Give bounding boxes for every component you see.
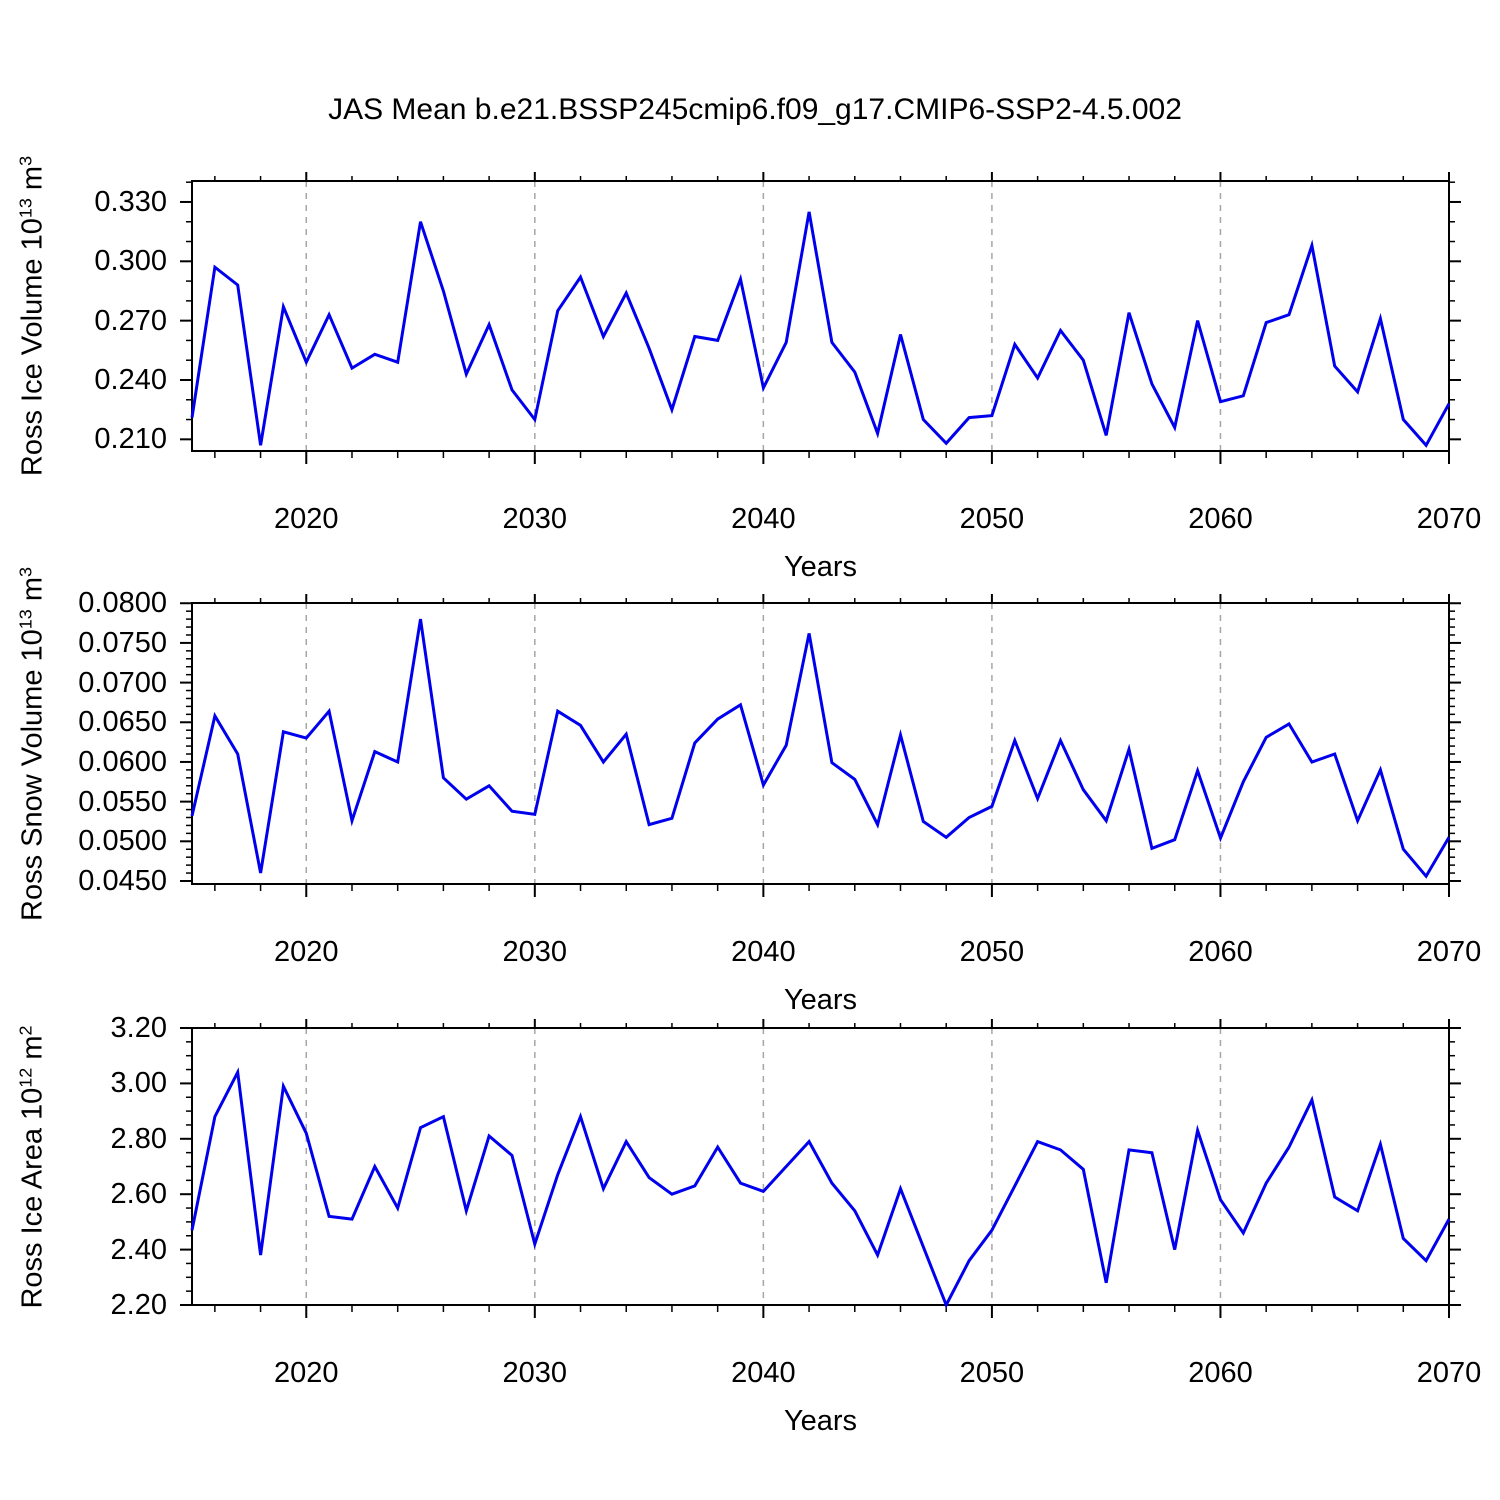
y-tick-label: 0.0450 [78,864,167,897]
y-tick-label: 0.210 [94,423,167,456]
y-tick-label: 0.0600 [78,745,167,778]
data-line-panel-3 [190,1067,1451,1309]
x-tick-label: 2070 [1416,503,1482,535]
data-line-panel-2 [190,618,1451,879]
x-axis-title: Years [783,1405,858,1437]
x-tick-label: 2040 [731,936,796,968]
x-tick-label: 2040 [731,1357,796,1389]
figure-title: JAS Mean b.e21.BSSP245cmip6.f09_g17.CMIP… [328,93,1182,126]
plot-frame [191,602,1450,885]
y-tick-label: 0.240 [94,363,167,396]
y-tick-label: 0.0800 [78,587,167,620]
exponent: 3 [15,155,36,166]
y-tick-label: 0.0650 [78,706,167,739]
x-tick-label: 2050 [959,503,1025,535]
exponent: 3 [15,566,36,577]
panel-3 [180,1019,1461,1318]
y-tick-label: 0.0500 [78,825,167,858]
x-tick-label: 2040 [731,503,796,535]
x-axis-title: Years [783,551,858,583]
x-tick-label: 2060 [1188,1357,1253,1389]
x-tick-label: 2050 [959,1357,1025,1389]
plot-frame [191,1027,1450,1306]
y-tick-label: 2.20 [110,1289,167,1321]
x-tick-label: 2050 [959,936,1025,968]
x-tick-label: 2030 [502,503,568,535]
x-tick-label: 2030 [502,936,568,968]
plot-frame [191,180,1450,452]
panel-2 [180,594,1461,897]
x-tick-label: 2070 [1416,936,1482,968]
y-tick-label: 0.0550 [78,785,167,818]
y-tick-label: 2.80 [110,1122,167,1155]
y-tick-label: 3.20 [110,1012,167,1044]
y-tick-label: 3.00 [110,1067,167,1100]
y-tick-label: 0.0750 [78,626,167,659]
x-tick-label: 2020 [274,1357,339,1389]
x-tick-label: 2070 [1416,1357,1482,1389]
x-tick-label: 2060 [1188,936,1253,968]
x-tick-label: 2020 [274,503,339,535]
y-tick-label: 0.300 [94,245,167,278]
y-tick-label: 2.60 [110,1178,167,1211]
x-tick-label: 2030 [502,1357,568,1389]
y-tick-label: 0.270 [94,304,167,337]
x-tick-label: 2020 [274,936,339,968]
data-line-panel-1 [190,211,1451,448]
x-tick-label: 2060 [1188,503,1253,535]
y-tick-label: 0.0700 [78,666,167,699]
x-axis-title: Years [783,984,858,1016]
panel-1 [180,172,1461,464]
y-tick-label: 2.40 [110,1233,167,1266]
y-tick-label: 0.330 [94,185,167,218]
